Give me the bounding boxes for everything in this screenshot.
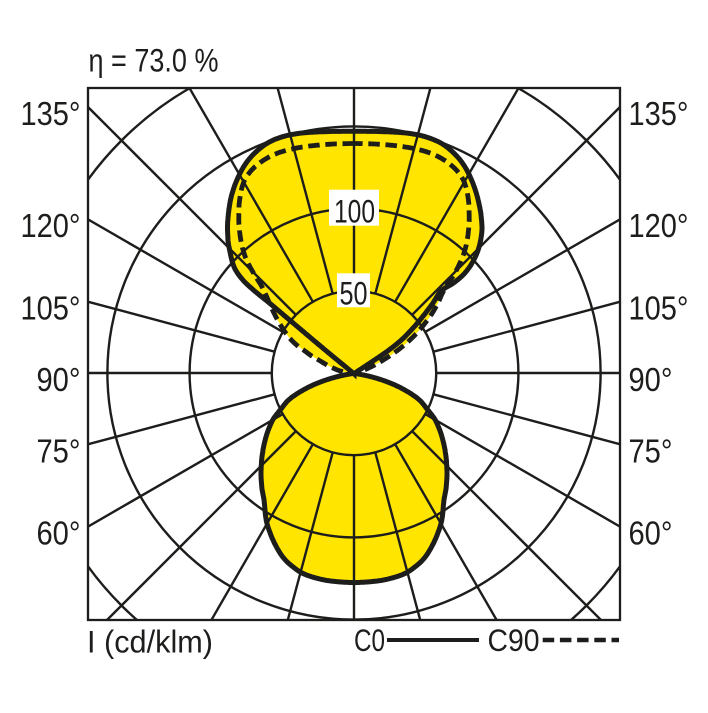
svg-text:C0: C0 (354, 622, 385, 658)
svg-text:C90: C90 (488, 622, 540, 658)
svg-text:135°: 135° (21, 95, 81, 132)
svg-text:90°: 90° (37, 361, 81, 398)
svg-text:75°: 75° (37, 432, 81, 469)
svg-text:75°: 75° (629, 432, 673, 469)
svg-text:100: 100 (334, 193, 375, 229)
svg-text:60°: 60° (37, 514, 81, 551)
svg-text:90°: 90° (629, 361, 673, 398)
svg-text:135°: 135° (629, 95, 689, 132)
svg-text:50: 50 (340, 275, 368, 311)
svg-text:I (cd/klm): I (cd/klm) (87, 624, 213, 660)
svg-text:105°: 105° (629, 290, 689, 327)
svg-text:60°: 60° (629, 514, 673, 551)
svg-text:120°: 120° (21, 207, 81, 244)
svg-text:120°: 120° (629, 207, 689, 244)
svg-text:105°: 105° (21, 290, 81, 327)
svg-text:η = 73.0 %: η = 73.0 % (89, 43, 219, 79)
